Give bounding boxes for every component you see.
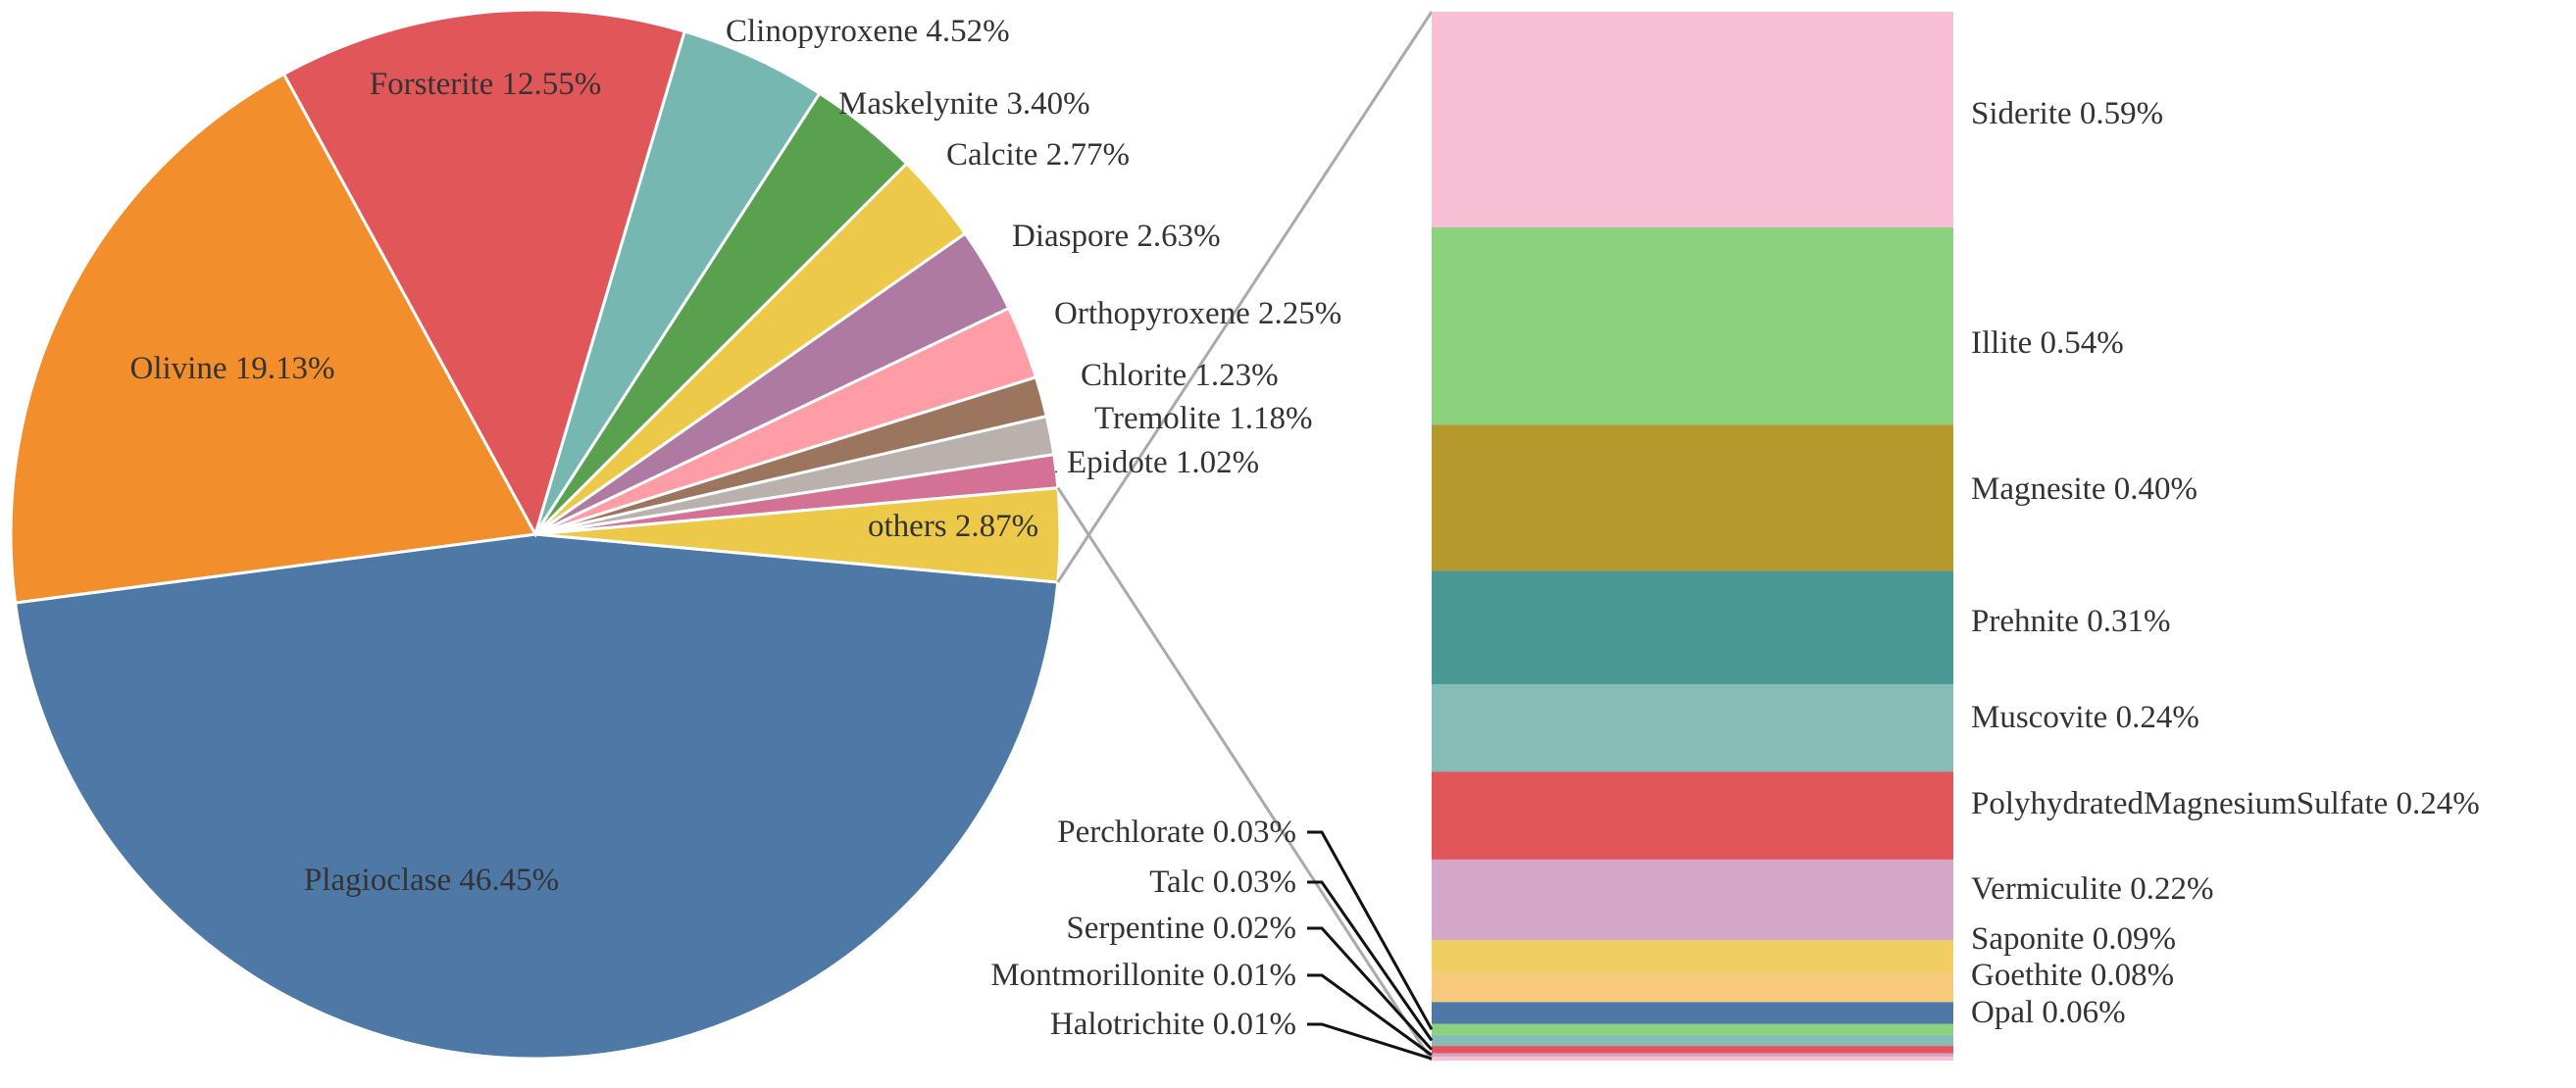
bar-segment-illite xyxy=(1432,227,1953,424)
bar-label-muscovite: Muscovite 0.24% xyxy=(1971,700,2199,735)
bar-segment-polyhydratedmagnesiumsulfate xyxy=(1432,771,1953,859)
bar-label-serpentine: Serpentine 0.02% xyxy=(1066,911,1296,946)
bar-segment-halotrichite xyxy=(1432,1057,1953,1061)
bar-label-vermiculite: Vermiculite 0.22% xyxy=(1971,871,2213,907)
bar-segment-talc xyxy=(1432,1035,1953,1046)
bar-label-perchlorate: Perchlorate 0.03% xyxy=(1057,815,1296,850)
leader-line-talc xyxy=(1307,882,1432,1041)
stacked-bar-group xyxy=(1432,12,1953,1061)
bar-segment-prehnite xyxy=(1432,570,1953,684)
pie-label-others: others 2.87% xyxy=(868,509,1038,544)
pie-label-calcite: Calcite 2.77% xyxy=(946,137,1130,173)
bar-label-goethite: Goethite 0.08% xyxy=(1971,958,2174,993)
bar-label-siderite: Siderite 0.59% xyxy=(1971,96,2163,131)
bar-segment-montmorillonite xyxy=(1432,1054,1953,1058)
bar-segment-saponite xyxy=(1432,940,1953,973)
bar-label-illite: Illite 0.54% xyxy=(1971,325,2124,361)
bar-segment-muscovite xyxy=(1432,684,1953,771)
pie-label-forsterite: Forsterite 12.55% xyxy=(370,67,601,102)
pie-label-epidote: Epidote 1.02% xyxy=(1067,445,1259,480)
bar-label-talc: Talc 0.03% xyxy=(1149,865,1296,900)
bar-segment-vermiculite xyxy=(1432,860,1953,940)
pie-label-maskelynite: Maskelynite 3.40% xyxy=(838,86,1090,122)
bar-segment-goethite xyxy=(1432,973,1953,1003)
pie-label-tremolite: Tremolite 1.18% xyxy=(1094,401,1312,436)
pie-label-plagioclase: Plagioclase 46.45% xyxy=(304,863,559,898)
pie-label-clinopyroxene: Clinopyroxene 4.52% xyxy=(726,14,1010,49)
pie-label-diaspore: Diaspore 2.63% xyxy=(1012,219,1221,254)
bar-label-polyhydratedmagnesiumsulfate: PolyhydratedMagnesiumSulfate 0.24% xyxy=(1971,786,2480,821)
bar-label-montmorillonite: Montmorillonite 0.01% xyxy=(990,958,1296,993)
bar-segment-opal xyxy=(1432,1002,1953,1023)
pie-label-chlorite: Chlorite 1.23% xyxy=(1081,358,1279,393)
bar-label-opal: Opal 0.06% xyxy=(1971,995,2126,1030)
bar-label-saponite: Saponite 0.09% xyxy=(1971,921,2176,957)
bar-segment-perchlorate xyxy=(1432,1024,1953,1035)
bar-label-prehnite: Prehnite 0.31% xyxy=(1971,604,2170,639)
pie-slice-plagioclase xyxy=(16,534,1058,1059)
pie-label-olivine: Olivine 19.13% xyxy=(130,351,335,386)
pie-label-orthopyroxene: Orthopyroxene 2.25% xyxy=(1054,296,1341,331)
bar-label-halotrichite: Halotrichite 0.01% xyxy=(1050,1007,1296,1042)
bar-segment-magnesite xyxy=(1432,424,1953,570)
bar-label-magnesite: Magnesite 0.40% xyxy=(1971,471,2197,507)
bar-segment-siderite xyxy=(1432,12,1953,227)
bar-segment-serpentine xyxy=(1432,1046,1953,1053)
